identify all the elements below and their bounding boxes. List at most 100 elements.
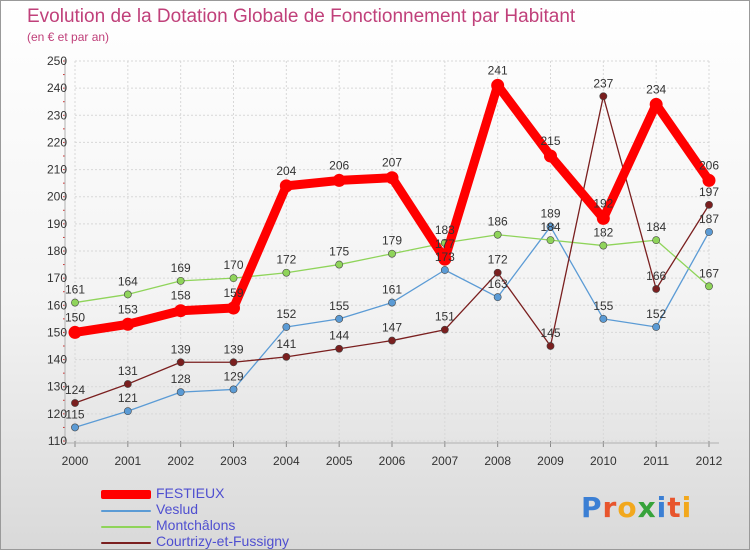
y-tick-label: 110	[48, 434, 67, 448]
x-tick-label: 2001	[114, 454, 141, 468]
legend-swatch	[101, 526, 151, 528]
data-point	[599, 92, 608, 101]
data-label: 206	[329, 158, 349, 172]
data-label: 189	[540, 207, 560, 221]
data-label: 204	[276, 164, 296, 178]
data-label: 147	[382, 321, 402, 335]
data-point	[491, 78, 505, 92]
logo-letter: x	[637, 491, 657, 524]
x-tick-label: 2004	[273, 454, 300, 468]
data-point	[71, 399, 79, 407]
y-tick-label: 170	[47, 271, 67, 285]
legend-swatch	[101, 510, 151, 512]
data-point	[440, 325, 449, 334]
data-label: 128	[171, 372, 191, 386]
logo-letter: P	[581, 491, 603, 524]
y-tick-label: 150	[47, 325, 67, 339]
data-label: 184	[540, 220, 560, 234]
x-tick-label: 2007	[431, 454, 458, 468]
data-label: 121	[118, 391, 138, 405]
data-point	[335, 260, 344, 269]
data-point	[705, 282, 713, 291]
logo-letter: i	[656, 491, 668, 524]
data-point	[335, 344, 344, 353]
data-point	[123, 380, 132, 388]
y-tick-label: 180	[47, 244, 67, 258]
data-label: 131	[118, 364, 138, 378]
legend-label: Montchâlons	[156, 517, 236, 533]
x-tick-label: 2008	[484, 454, 511, 468]
data-point	[282, 268, 291, 277]
x-tick-label: 2012	[696, 454, 723, 468]
data-point	[493, 230, 502, 239]
data-label: 172	[276, 253, 296, 267]
data-point	[229, 385, 238, 394]
legend-swatch	[101, 490, 151, 499]
data-point	[229, 358, 238, 367]
data-labels: 150 153 158 159 204 206 207 177 241 215 192 234 206 1…	[65, 63, 719, 421]
y-tick-label: 250	[47, 54, 67, 68]
data-label: 234	[646, 82, 666, 96]
data-point	[440, 266, 449, 274]
data-label: 184	[646, 220, 666, 234]
x-tick-label: 2010	[590, 454, 617, 468]
data-point	[227, 301, 240, 315]
data-label: 145	[540, 326, 560, 340]
series-montch-lons	[71, 230, 713, 307]
data-label: 115	[65, 407, 84, 421]
data-point	[544, 149, 557, 163]
chart-subtitle: (en € et par an)	[27, 30, 110, 44]
y-tick-label: 230	[47, 108, 67, 122]
data-point	[388, 336, 396, 345]
data-point	[121, 317, 135, 331]
data-label: 139	[171, 342, 191, 356]
data-label: 167	[699, 266, 719, 280]
data-point	[176, 388, 185, 397]
data-label: 182	[593, 226, 613, 240]
logo-letter: t	[667, 491, 682, 524]
logo-letter: o	[617, 491, 638, 524]
y-tick-label: 240	[47, 81, 67, 95]
data-label: 175	[329, 245, 349, 259]
data-label: 187	[699, 212, 719, 226]
data-label: 158	[171, 289, 191, 303]
data-point	[493, 268, 502, 277]
x-tick-label: 2005	[326, 454, 353, 468]
y-tick-label: 210	[47, 163, 67, 177]
x-tick-label: 2002	[167, 454, 194, 468]
data-label: 159	[223, 286, 243, 300]
data-label: 166	[646, 269, 666, 283]
data-point	[176, 358, 185, 367]
data-label: 161	[382, 283, 402, 297]
data-point	[546, 236, 555, 245]
x-tick-label: 2000	[62, 454, 89, 468]
data-point	[123, 290, 132, 299]
data-point	[71, 298, 79, 307]
data-point	[652, 323, 661, 331]
data-label: 192	[593, 196, 613, 210]
data-label: 144	[329, 329, 349, 343]
data-point	[705, 200, 713, 209]
data-point	[652, 236, 661, 245]
data-label: 170	[223, 258, 243, 272]
data-label: 207	[382, 156, 402, 170]
data-label: 179	[382, 234, 402, 248]
data-label: 237	[593, 76, 613, 90]
legend-swatch	[101, 542, 151, 544]
data-point	[493, 293, 502, 302]
data-label: 153	[118, 302, 138, 316]
x-tick-label: 2006	[379, 454, 406, 468]
data-label: 124	[65, 383, 85, 397]
data-label: 163	[488, 277, 508, 291]
data-label: 139	[223, 342, 243, 356]
data-label: 197	[699, 185, 719, 199]
data-point	[702, 173, 716, 187]
x-tick-label: 2009	[537, 454, 564, 468]
data-point	[332, 173, 346, 187]
chart-title: Evolution de la Dotation Globale de Fonc…	[27, 6, 576, 27]
data-label: 215	[540, 134, 560, 148]
data-label: 183	[435, 223, 455, 237]
data-label: 241	[488, 63, 508, 77]
y-tick-label: 190	[47, 217, 67, 231]
